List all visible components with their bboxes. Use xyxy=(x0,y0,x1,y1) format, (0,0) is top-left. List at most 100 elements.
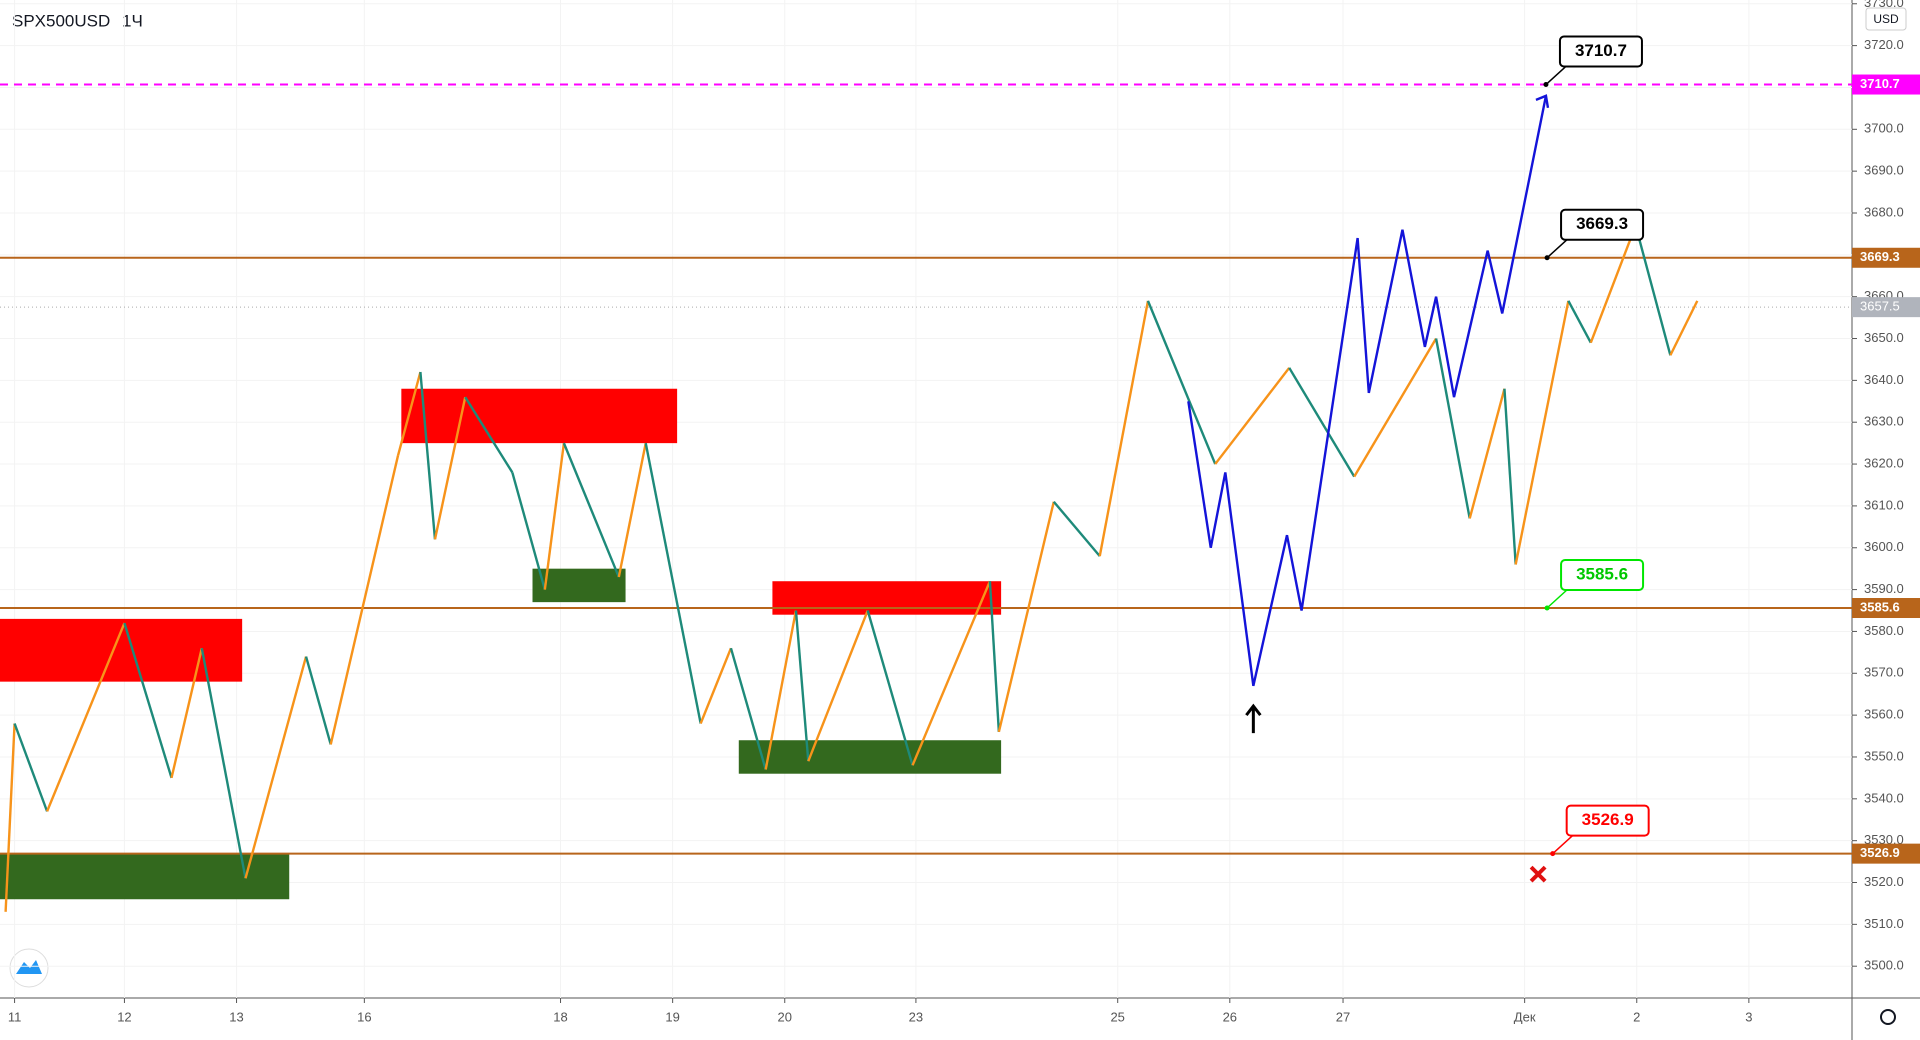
zigzag-segment xyxy=(543,442,566,590)
zigzag-segment xyxy=(866,610,914,766)
arrow-head xyxy=(1535,94,1550,109)
zigzag-segment xyxy=(1669,300,1699,356)
currency[interactable]: USD xyxy=(1873,12,1899,26)
zigzag-segment xyxy=(396,371,422,457)
y-tick-label: 3680.0 xyxy=(1864,204,1904,219)
zigzag-segment xyxy=(644,442,702,724)
x-tick-label: 3 xyxy=(1745,1009,1752,1024)
zigzag-segment xyxy=(170,647,203,779)
callout-box xyxy=(1558,35,1643,68)
callout-label: 3710.7 xyxy=(1575,41,1627,60)
x-tick-label: 11 xyxy=(8,1009,22,1024)
zone xyxy=(772,581,1002,615)
callout-label: 3526.9 xyxy=(1582,810,1634,829)
zigzag-segment xyxy=(807,610,869,762)
zigzag-segment xyxy=(911,580,992,766)
zigzag-segment xyxy=(988,581,1001,732)
zigzag-segment xyxy=(794,610,810,762)
zigzag-segment xyxy=(1589,225,1637,344)
zigzag-segment xyxy=(1052,500,1101,557)
price-tag xyxy=(1852,598,1920,619)
callout-pointer xyxy=(1552,833,1576,855)
y-tick-label: 3540.0 xyxy=(1864,790,1904,805)
price-tag-label: 3710.7 xyxy=(1860,76,1900,91)
callout-label: 3585.6 xyxy=(1576,564,1628,583)
x-tick-label: Дек xyxy=(1514,1009,1536,1024)
zone xyxy=(738,740,1002,774)
zigzag-segment xyxy=(464,396,514,474)
zigzag-segment xyxy=(4,723,16,912)
price-tag xyxy=(1852,247,1920,268)
zigzag-segment xyxy=(699,647,733,724)
zigzag-segment xyxy=(562,442,620,578)
callout-anchor xyxy=(1550,851,1556,857)
callout-anchor xyxy=(1543,82,1549,88)
symbol[interactable]: SPX500USD xyxy=(12,11,110,30)
zigzag-segment xyxy=(304,656,332,745)
x-tick-label: 25 xyxy=(1110,1009,1124,1024)
zigzag-segment xyxy=(123,622,173,779)
y-tick-label: 3520.0 xyxy=(1864,874,1904,889)
y-tick-label: 3730.0 xyxy=(1864,0,1904,10)
zigzag-segment xyxy=(1288,367,1356,478)
y-tick-label: 3600.0 xyxy=(1864,539,1904,554)
callout-pointer xyxy=(1545,63,1569,86)
settings-icon[interactable] xyxy=(1880,1009,1896,1025)
zone xyxy=(401,388,678,444)
y-tick-label: 3640.0 xyxy=(1864,372,1904,387)
price-tag xyxy=(1852,843,1920,864)
y-tick-label: 3650.0 xyxy=(1864,330,1904,345)
x-tick-label: 27 xyxy=(1336,1009,1350,1024)
zigzag-segment xyxy=(45,622,126,812)
x-tick-label: 2 xyxy=(1633,1009,1640,1024)
zigzag-segment xyxy=(244,656,308,879)
zigzag-segment xyxy=(1434,338,1471,519)
y-tick-label: 3560.0 xyxy=(1864,707,1904,722)
callout-pointer xyxy=(1546,237,1570,259)
zigzag-segment xyxy=(1214,367,1291,465)
price-tag xyxy=(1852,74,1920,95)
callout-anchor xyxy=(1544,605,1550,611)
x-tick-label: 18 xyxy=(553,1009,567,1024)
callout-box xyxy=(1560,208,1645,241)
zigzag-segment xyxy=(764,610,798,770)
zigzag-segment xyxy=(1468,388,1506,519)
zigzag-segment xyxy=(617,442,647,578)
projection-line xyxy=(1187,95,1548,687)
arrow-marker xyxy=(1245,703,1262,734)
callout-label: 3669.3 xyxy=(1576,214,1628,233)
y-tick-label: 3610.0 xyxy=(1864,497,1904,512)
logo-icon xyxy=(16,960,42,974)
callout-box xyxy=(1565,804,1650,837)
y-tick-label: 3580.0 xyxy=(1864,623,1904,638)
current-price-label: 3657.5 xyxy=(1860,299,1900,314)
x-tick-label: 12 xyxy=(117,1009,131,1024)
y-tick-label: 3510.0 xyxy=(1864,916,1904,931)
zigzag-segment xyxy=(419,371,437,540)
callout-anchor xyxy=(1544,255,1550,261)
x-tick-label: 20 xyxy=(778,1009,792,1024)
x-tick-label: 26 xyxy=(1223,1009,1237,1024)
zigzag-segment xyxy=(1146,300,1217,465)
interval[interactable]: 1Ч xyxy=(122,11,143,30)
zigzag-segment xyxy=(511,472,546,590)
price-tag-label: 3526.9 xyxy=(1860,845,1900,860)
price-tag-label: 3669.3 xyxy=(1860,249,1900,264)
callout-pointer xyxy=(1546,587,1570,609)
zigzag-segment xyxy=(729,647,767,770)
currency-box[interactable] xyxy=(1865,7,1907,31)
current-price-tag xyxy=(1852,297,1920,318)
zigzag-segment xyxy=(997,501,1055,733)
x-tick-label: 13 xyxy=(229,1009,243,1024)
y-tick-label: 3530.0 xyxy=(1864,832,1904,847)
y-tick-label: 3570.0 xyxy=(1864,665,1904,680)
x-tick-label: 16 xyxy=(357,1009,371,1024)
y-tick-label: 3500.0 xyxy=(1864,958,1904,973)
y-tick-label: 3700.0 xyxy=(1864,121,1904,136)
y-tick-label: 3590.0 xyxy=(1864,581,1904,596)
y-tick-label: 3630.0 xyxy=(1864,414,1904,429)
zigzag-segment xyxy=(1634,225,1672,356)
zigzag-segment xyxy=(1503,388,1517,565)
